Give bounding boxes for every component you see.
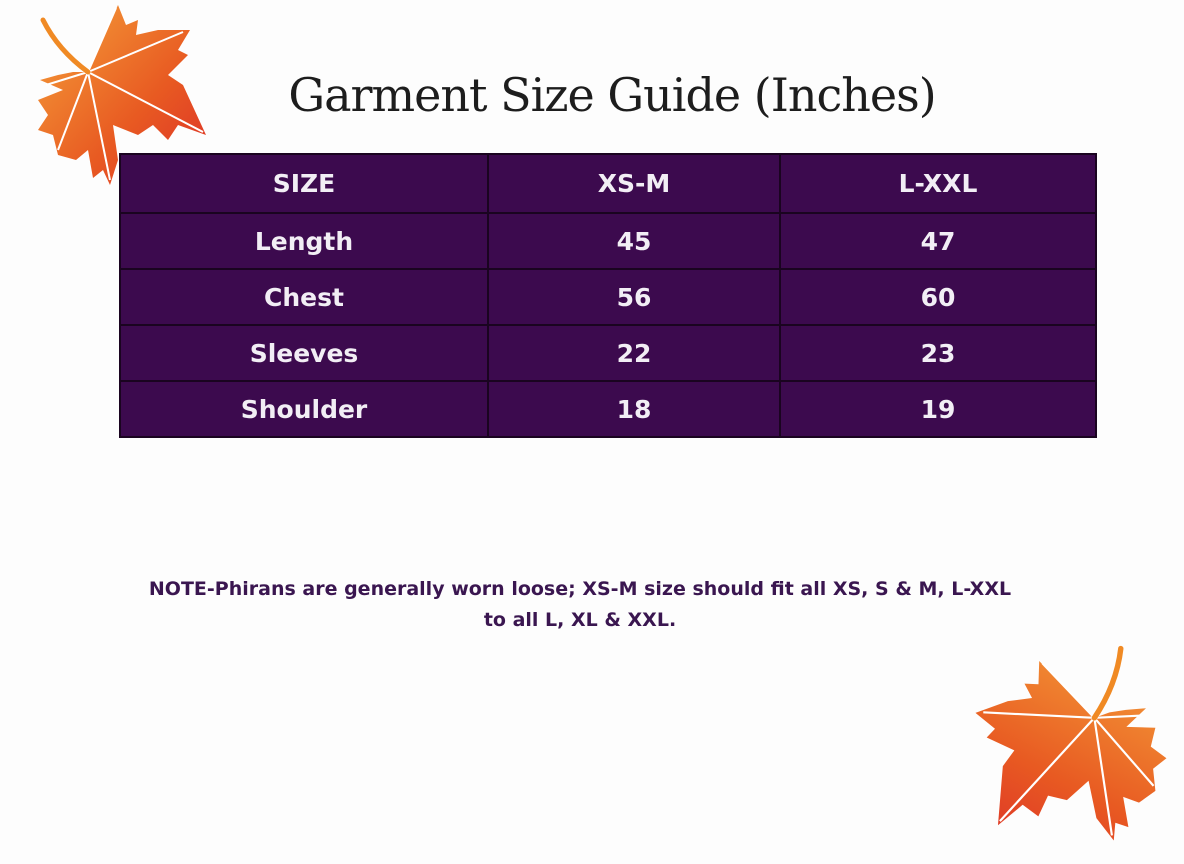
size-note: NOTE-Phirans are generally worn loose; X… [60,574,1100,636]
header-cell: L-XXL [779,153,1097,214]
table-cell: 18 [487,380,781,438]
table-cell: 22 [487,324,781,382]
table-cell: 60 [779,268,1097,326]
page-title: Garment Size Guide (Inches) [288,68,936,122]
maple-leaf-icon [975,630,1180,860]
row-label: Length [119,212,489,270]
row-label: Sleeves [119,324,489,382]
size-table: SIZE XS-M L-XXL Length 45 47 Chest 56 60… [119,153,1097,438]
table-row: Chest 56 60 [119,268,1097,326]
table-row: Length 45 47 [119,212,1097,270]
row-label: Chest [119,268,489,326]
table-cell: 19 [779,380,1097,438]
table-cell: 23 [779,324,1097,382]
note-line: to all L, XL & XXL. [483,609,677,631]
note-line: NOTE-Phirans are generally worn loose; X… [148,578,1012,600]
table-row: Sleeves 22 23 [119,324,1097,382]
row-label: Shoulder [119,380,489,438]
header-cell: XS-M [487,153,781,214]
table-cell: 45 [487,212,781,270]
table-cell: 56 [487,268,781,326]
table-header-row: SIZE XS-M L-XXL [119,153,1097,214]
table-row: Shoulder 18 19 [119,380,1097,438]
table-cell: 47 [779,212,1097,270]
header-cell: SIZE [119,153,489,214]
